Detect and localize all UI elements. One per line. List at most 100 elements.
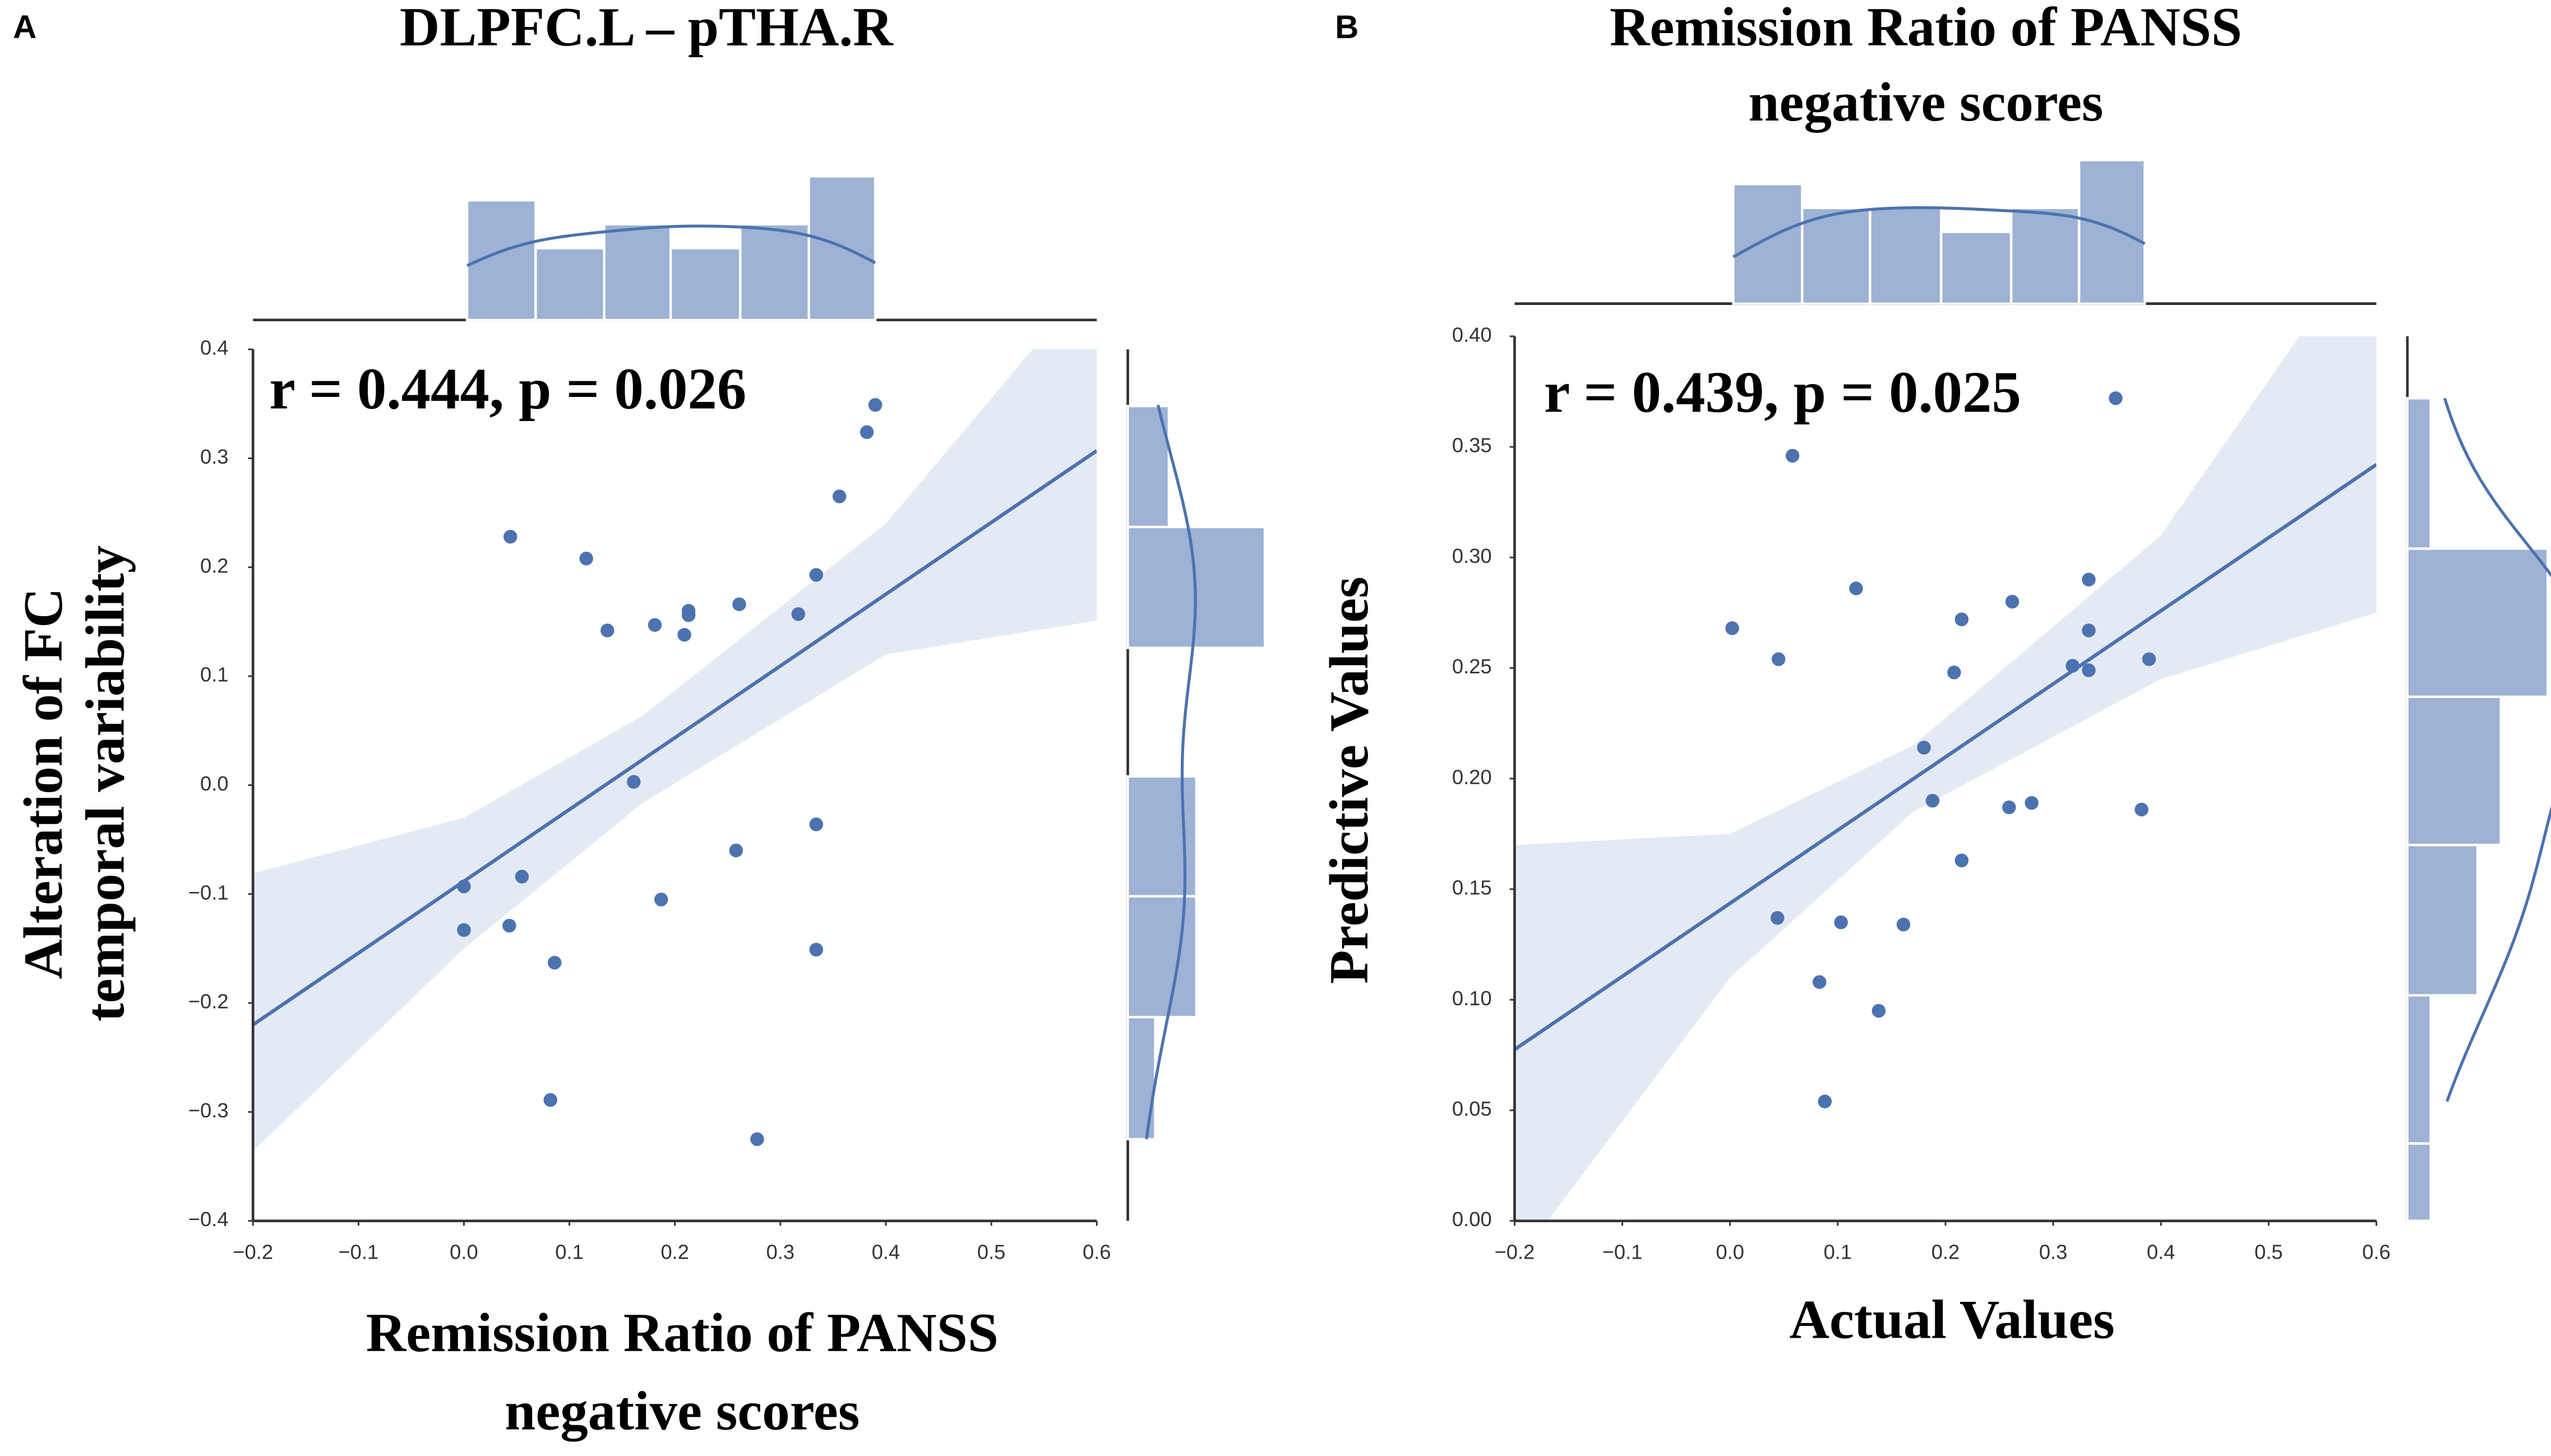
- x-tick-label: 0.6: [2362, 1240, 2391, 1263]
- point: [681, 608, 696, 622]
- y-tick-label: 0.3: [200, 445, 229, 468]
- point: [502, 918, 516, 933]
- annotation: r = 0.439, p = 0.025: [1544, 360, 2021, 425]
- x-tick-label: 0.2: [1931, 1240, 1960, 1263]
- point: [1849, 581, 1863, 595]
- x-axis-label: negative scores: [505, 1381, 859, 1442]
- point: [750, 1132, 764, 1147]
- point: [859, 425, 874, 440]
- point: [732, 597, 746, 612]
- x-tick-label: −0.1: [1602, 1240, 1643, 1263]
- y-tick-label: 0.1: [200, 663, 229, 686]
- x-tick-label: 0.1: [555, 1240, 584, 1263]
- point: [2109, 391, 2123, 405]
- top-histogram-bar: [2078, 159, 2146, 305]
- point: [1785, 449, 1800, 463]
- x-tick-label: 0.5: [2254, 1240, 2283, 1263]
- point: [868, 398, 882, 412]
- x-axis-label: Remission Ratio of PANSS: [366, 1302, 999, 1363]
- panel-letter: A: [13, 9, 36, 45]
- top-histogram-bar: [669, 247, 742, 321]
- right-histogram-bar: [2406, 994, 2432, 1145]
- point: [1896, 917, 1911, 932]
- point: [2002, 800, 2016, 815]
- x-tick-label: 0.2: [660, 1240, 689, 1263]
- point: [1871, 1004, 1886, 1018]
- x-tick-label: 0.1: [1824, 1240, 1852, 1263]
- y-tick-label: 0.10: [1452, 987, 1492, 1010]
- point: [457, 923, 471, 937]
- y-tick-label: 0.0: [200, 772, 229, 795]
- panel-letter: B: [1335, 9, 1358, 45]
- right-histogram-bar: [2406, 1142, 2432, 1222]
- y-tick-label: 0.20: [1452, 765, 1492, 788]
- point: [809, 568, 824, 582]
- y-tick-label: −0.4: [188, 1208, 229, 1231]
- y-axis-label: Predictive Values: [1319, 576, 1380, 984]
- regression-line: [253, 449, 1097, 1027]
- point: [677, 628, 691, 642]
- point: [729, 843, 743, 858]
- y-tick-label: −0.1: [188, 881, 229, 904]
- point: [1834, 915, 1848, 930]
- chart-title: Remission Ratio of PANSS: [1610, 0, 2242, 58]
- x-tick-label: 0.0: [1716, 1240, 1744, 1263]
- point: [648, 618, 662, 632]
- top-histogram-bar: [2010, 206, 2081, 305]
- point: [515, 870, 529, 884]
- y-tick-label: 0.35: [1452, 434, 1492, 457]
- annotation: r = 0.444, p = 0.026: [269, 357, 746, 422]
- point: [1947, 665, 1961, 680]
- point: [1818, 1094, 1832, 1108]
- right-histogram-bar: [2406, 547, 2549, 698]
- point: [832, 489, 847, 503]
- point: [2082, 623, 2096, 637]
- y-tick-label: −0.3: [188, 1099, 229, 1122]
- x-tick-label: 0.6: [1083, 1240, 1111, 1263]
- top-histogram-bar: [1940, 230, 2013, 305]
- point: [2082, 663, 2096, 677]
- right-histogram-bar: [2406, 397, 2432, 550]
- y-tick-label: 0.4: [200, 336, 229, 359]
- point: [2025, 796, 2039, 810]
- point: [1917, 741, 1931, 755]
- x-tick-label: 0.4: [872, 1240, 900, 1263]
- x-axis-label: Actual Values: [1790, 1289, 2115, 1351]
- regression-line: [1514, 463, 2377, 1051]
- top-histogram-bar: [1869, 206, 1943, 305]
- right-histogram-bar: [1126, 895, 1198, 1019]
- confidence-band: [1514, 336, 2377, 1221]
- point: [2065, 659, 2079, 673]
- point: [2005, 594, 2019, 609]
- point: [1812, 975, 1827, 989]
- point: [2134, 802, 2148, 817]
- point: [1771, 652, 1786, 666]
- y-tick-label: 0.25: [1452, 655, 1492, 678]
- right-histogram-bar: [2406, 695, 2502, 847]
- y-axis-label: temporal variability: [75, 546, 136, 1021]
- top-kde: [1732, 206, 2146, 258]
- chart-title: negative scores: [1749, 72, 2104, 133]
- point: [600, 623, 614, 637]
- x-tick-label: 0.3: [2039, 1240, 2068, 1263]
- top-kde: [466, 224, 876, 267]
- y-tick-label: 0.15: [1452, 876, 1492, 899]
- point: [1725, 621, 1739, 635]
- top-histogram-bar: [1732, 182, 1804, 305]
- y-tick-label: 0.05: [1452, 1097, 1492, 1120]
- plot-area: [253, 349, 1097, 1152]
- y-tick-label: −0.2: [188, 990, 229, 1013]
- point: [2142, 652, 2156, 666]
- right-kde: [1145, 404, 1197, 1140]
- point: [809, 942, 824, 957]
- point: [1954, 612, 1969, 626]
- x-tick-label: 0.3: [766, 1240, 795, 1263]
- point: [1925, 793, 1940, 808]
- point: [543, 1093, 557, 1107]
- y-axis-label: Alteration of FC: [13, 588, 74, 979]
- point: [2082, 572, 2096, 586]
- top-histogram-bar: [1801, 206, 1871, 305]
- point: [627, 775, 641, 789]
- y-tick-label: 0.2: [200, 554, 229, 577]
